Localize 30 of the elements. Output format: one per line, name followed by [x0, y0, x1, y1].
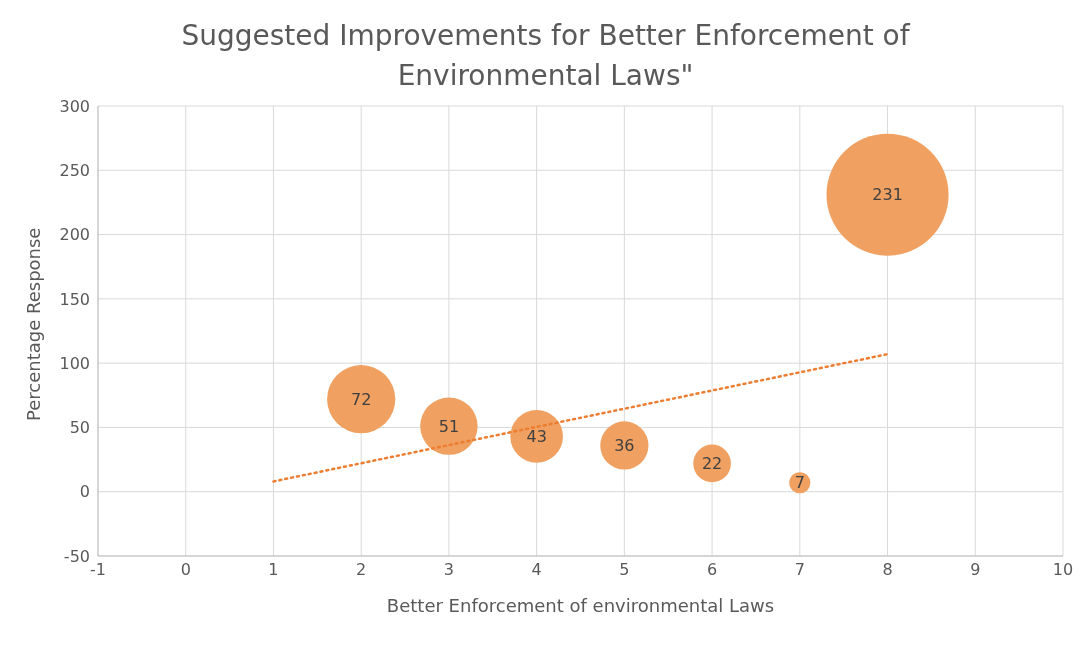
y-tick-label: 0	[79, 482, 90, 502]
x-tick-label: -1	[90, 560, 106, 580]
y-tick-label: 200	[59, 225, 90, 245]
data-label: 7	[794, 473, 805, 493]
x-tick-label: 3	[443, 560, 454, 580]
data-label: 231	[872, 185, 903, 205]
chart-title: Suggested Improvements for Better Enforcement of Environmental Laws"	[180, 18, 911, 94]
data-label: 36	[614, 436, 635, 456]
x-tick-label: 8	[882, 560, 893, 580]
y-axis-title: Percentage Response	[23, 227, 45, 421]
y-tick-label: 50	[69, 418, 90, 438]
x-tick-label: 6	[707, 560, 718, 580]
data-label: 22	[701, 454, 723, 474]
x-tick-label: 10	[1052, 560, 1074, 580]
y-tick-label: -50	[63, 546, 90, 566]
y-tick-label: 100	[59, 353, 90, 373]
data-label: 51	[438, 416, 460, 436]
x-tick-label: 1	[268, 560, 279, 580]
x-tick-label: 7	[794, 560, 805, 580]
x-axis-title: Better Enforcement of environmental Laws	[386, 595, 775, 616]
data-label: 72	[351, 389, 372, 409]
y-tick-label: 150	[59, 289, 90, 309]
x-tick-label: 5	[619, 560, 630, 580]
x-tick-label: 2	[356, 560, 367, 580]
x-tick-label: 9	[970, 560, 981, 580]
y-tick-label: 250	[59, 160, 90, 180]
y-tick-label: 300	[59, 96, 90, 116]
x-tick-label: 0	[180, 560, 191, 580]
x-tick-label: 4	[531, 560, 542, 580]
data-label: 43	[526, 427, 547, 447]
